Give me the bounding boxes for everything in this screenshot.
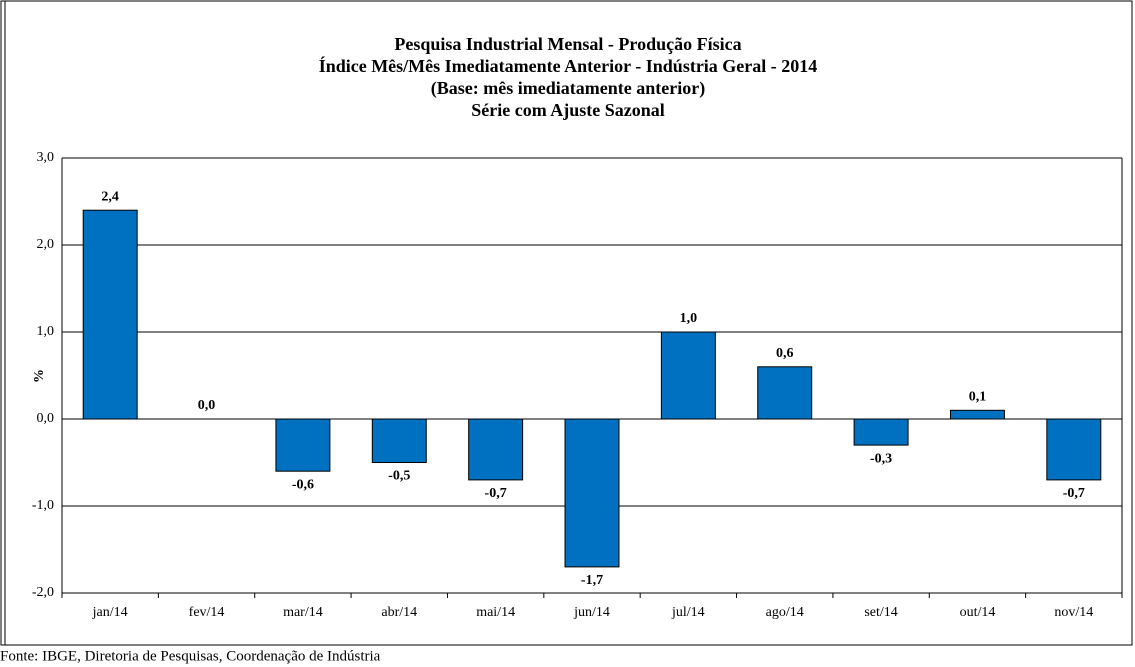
data-label: 0,6 (776, 346, 794, 361)
x-tick-label: fev/14 (189, 605, 225, 620)
bar (468, 418, 524, 481)
y-tick-label: 1,0 (37, 324, 55, 339)
data-label: -0,5 (388, 469, 410, 484)
x-tick-label: mai/14 (476, 605, 515, 620)
data-label: -1,7 (581, 573, 603, 588)
chart-title: Série com Ajuste Sazonal (471, 100, 664, 120)
data-label: 2,4 (101, 189, 119, 204)
chart-title: (Base: mês imediatamente anterior) (431, 78, 705, 99)
chart-title: Índice Mês/Mês Imediatamente Anterior - … (319, 55, 818, 76)
bar (853, 418, 909, 446)
y-tick-label: -2,0 (32, 585, 54, 600)
x-tick-label: set/14 (864, 605, 897, 620)
data-label: -0,6 (292, 477, 314, 492)
bar (275, 418, 331, 472)
x-tick-label: jul/14 (671, 605, 705, 620)
y-tick-label: 0,0 (37, 411, 55, 426)
frame (0, 0, 1133, 646)
data-label: 0,1 (969, 390, 987, 405)
bar (82, 209, 138, 420)
source: Fonte: IBGE, Diretoria de Pesquisas, Coo… (0, 648, 381, 664)
data-label: -0,3 (870, 451, 892, 466)
data-label: 0,0 (198, 398, 216, 413)
data-label: -0,7 (1063, 486, 1085, 501)
bar (949, 409, 1005, 420)
data-label: -0,7 (485, 486, 507, 501)
x-tick-label: mar/14 (283, 605, 323, 620)
bar (371, 418, 427, 463)
y-axis-label: % (32, 369, 47, 383)
y-tick-label: 2,0 (37, 237, 55, 252)
x-tick-label: nov/14 (1054, 605, 1093, 620)
y-tick-label: -1,0 (32, 498, 54, 513)
x-tick-label: jan/14 (92, 605, 128, 620)
bar (1046, 418, 1102, 481)
y-tick-label: 3,0 (37, 150, 55, 165)
bar (564, 418, 620, 568)
bar (660, 331, 716, 420)
x-tick-label: ago/14 (766, 605, 804, 620)
x-tick-label: abr/14 (381, 605, 417, 620)
chart-title: Pesquisa Industrial Mensal - Produção Fí… (394, 34, 741, 54)
x-tick-label: out/14 (960, 605, 996, 620)
x-tick-label: jun/14 (573, 605, 610, 620)
data-label: 1,0 (680, 311, 698, 326)
bar (757, 366, 813, 420)
